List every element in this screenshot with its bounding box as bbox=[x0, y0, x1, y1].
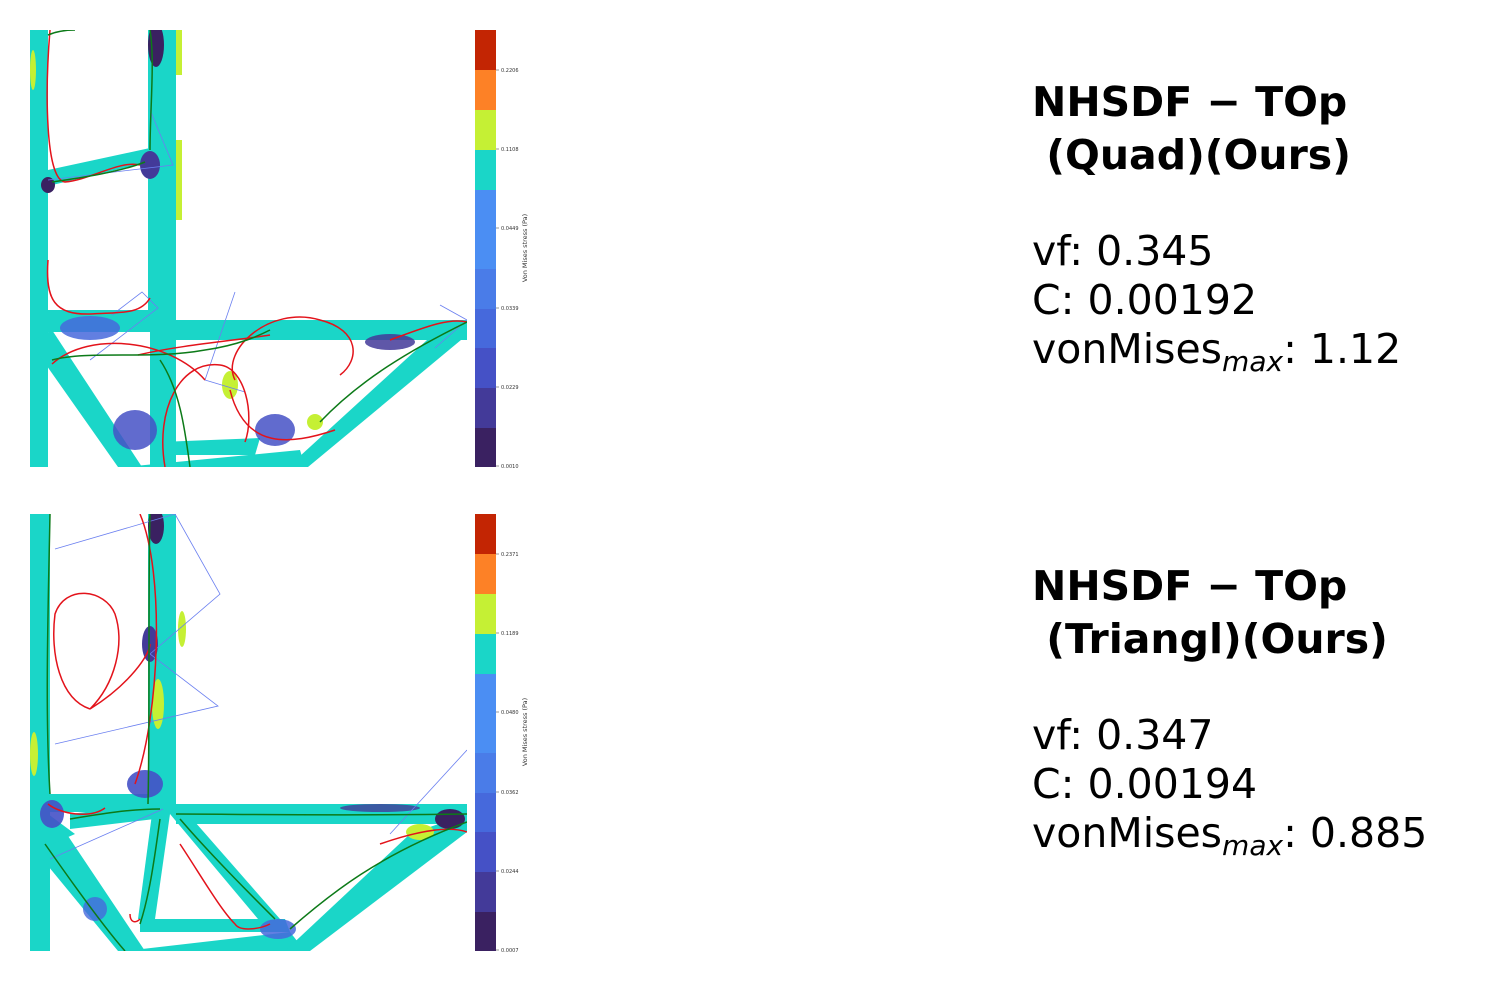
method-title: NHSDF − TOp bbox=[1032, 562, 1348, 610]
colorbar-tick: 0.0229 bbox=[501, 385, 519, 391]
c-label: C: bbox=[1032, 276, 1088, 324]
result-summary-quad: NHSDF − TOp (Quad)(Ours) vf: 0.345 C: 0.… bbox=[1032, 76, 1401, 386]
boundary-curves bbox=[46, 30, 467, 467]
result-summary-triangle: NHSDF − TOp (Triangl)(Ours) vf: 0.347 C:… bbox=[1032, 560, 1427, 870]
vf-value: 0.345 bbox=[1096, 227, 1214, 275]
colorbar-band-3 bbox=[475, 594, 496, 634]
colorbar-band-8 bbox=[475, 793, 496, 832]
colorbar-band-5 bbox=[475, 190, 496, 230]
volume-fraction: vf: 0.345 bbox=[1032, 227, 1401, 276]
colorbar-band-5 bbox=[475, 674, 496, 714]
vf-label: vf: bbox=[1032, 227, 1097, 275]
colorbar-band-6 bbox=[475, 714, 496, 753]
colorbar-band-6 bbox=[475, 230, 496, 269]
method-subtitle: (Quad)(Ours) bbox=[1032, 131, 1351, 179]
colorbar-band-2 bbox=[475, 554, 496, 594]
method-title: NHSDF − TOp bbox=[1032, 78, 1348, 126]
boundary-curves bbox=[44, 514, 467, 951]
structure-members bbox=[30, 30, 467, 467]
c-label: C: bbox=[1032, 760, 1088, 808]
colorbar-tick: 0.1108 bbox=[501, 147, 519, 153]
vf-value: 0.347 bbox=[1096, 711, 1214, 759]
colorbar-triangle: 0.2371 0.1189 0.0480 0.0362 0.0244 0.000… bbox=[475, 514, 535, 954]
vm-subscript: max bbox=[1222, 345, 1284, 378]
colorbar-tick: 0.0007 bbox=[501, 948, 519, 954]
von-mises-max: vonMisesmax: 1.12 bbox=[1032, 325, 1401, 386]
colorbar-tick: 0.0362 bbox=[501, 790, 519, 796]
von-mises-max: vonMisesmax: 0.885 bbox=[1032, 809, 1427, 870]
c-value: 0.00194 bbox=[1087, 760, 1258, 808]
colorbar-band-3 bbox=[475, 110, 496, 150]
colorbar-tick: 0.0449 bbox=[501, 226, 519, 232]
colorbar-band-8 bbox=[475, 309, 496, 348]
colorbar-band-9 bbox=[475, 348, 496, 388]
colorbar-band-1 bbox=[475, 514, 496, 554]
colorbar-tick: 0.0244 bbox=[501, 869, 519, 875]
colorbar-band-10 bbox=[475, 872, 496, 912]
colorbar-band-4 bbox=[475, 634, 496, 674]
method-subtitle: (Triangl)(Ours) bbox=[1032, 615, 1388, 663]
control-polygons bbox=[49, 514, 467, 860]
colorbar-bands bbox=[475, 30, 496, 467]
colorbar-tick: 0.1189 bbox=[501, 631, 519, 637]
colorbar-tick: 0.2371 bbox=[501, 552, 519, 558]
low-stress-regions bbox=[40, 514, 465, 939]
vm-label: vonMises bbox=[1032, 809, 1223, 857]
colorbar-band-11 bbox=[475, 428, 496, 467]
colorbar-band-10 bbox=[475, 388, 496, 428]
c-value: 0.00192 bbox=[1087, 276, 1258, 324]
colorbar-band-2 bbox=[475, 70, 496, 110]
structure-members bbox=[30, 514, 467, 951]
colorbar-band-9 bbox=[475, 832, 496, 872]
volume-fraction: vf: 0.347 bbox=[1032, 711, 1427, 760]
vm-value: : 0.885 bbox=[1283, 809, 1428, 857]
vm-value: : 1.12 bbox=[1283, 325, 1402, 373]
control-polygons bbox=[47, 109, 467, 393]
colorbar-tick: 0.0010 bbox=[501, 464, 519, 470]
vm-label: vonMises bbox=[1032, 325, 1223, 373]
vm-subscript: max bbox=[1222, 829, 1284, 862]
colorbar-band-7 bbox=[475, 753, 496, 793]
colorbar-label: Von Mises stress (Pa) bbox=[521, 698, 529, 766]
colorbar-band-4 bbox=[475, 150, 496, 190]
colorbar-label: Von Mises stress (Pa) bbox=[521, 214, 529, 282]
colorbar-quad: 0.2206 0.1108 0.0449 0.0339 0.0229 0.001… bbox=[475, 30, 535, 470]
colorbar-bands bbox=[475, 514, 496, 951]
vf-label: vf: bbox=[1032, 711, 1097, 759]
stress-plot-triangle bbox=[30, 514, 467, 951]
compliance: C: 0.00194 bbox=[1032, 760, 1427, 809]
colorbar-band-7 bbox=[475, 269, 496, 309]
colorbar-band-1 bbox=[475, 30, 496, 70]
stress-plot-quad bbox=[30, 30, 467, 467]
colorbar-tick: 0.0339 bbox=[501, 306, 519, 312]
colorbar-band-11 bbox=[475, 912, 496, 951]
colorbar-tick: 0.0480 bbox=[501, 710, 519, 716]
compliance: C: 0.00192 bbox=[1032, 276, 1401, 325]
colorbar-tick: 0.2206 bbox=[501, 68, 519, 74]
